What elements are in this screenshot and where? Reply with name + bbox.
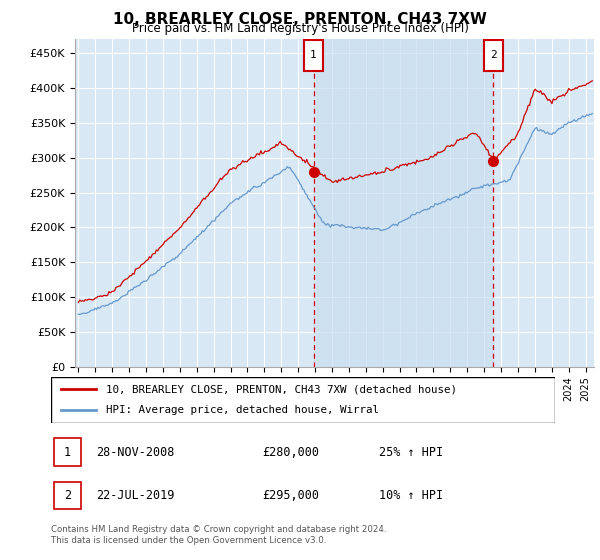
Text: 22-JUL-2019: 22-JUL-2019 <box>97 489 175 502</box>
FancyBboxPatch shape <box>304 40 323 71</box>
FancyBboxPatch shape <box>484 40 503 71</box>
Text: 2: 2 <box>64 489 71 502</box>
FancyBboxPatch shape <box>51 377 555 423</box>
Text: Price paid vs. HM Land Registry's House Price Index (HPI): Price paid vs. HM Land Registry's House … <box>131 22 469 35</box>
Text: £295,000: £295,000 <box>263 489 320 502</box>
FancyBboxPatch shape <box>53 438 81 466</box>
Bar <box>314 39 493 367</box>
Text: £280,000: £280,000 <box>263 446 320 459</box>
Text: 10, BREARLEY CLOSE, PRENTON, CH43 7XW (detached house): 10, BREARLEY CLOSE, PRENTON, CH43 7XW (d… <box>106 384 457 394</box>
FancyBboxPatch shape <box>53 482 81 510</box>
Text: 25% ↑ HPI: 25% ↑ HPI <box>379 446 443 459</box>
Text: 1: 1 <box>310 50 317 60</box>
Text: 2: 2 <box>490 50 497 60</box>
Text: HPI: Average price, detached house, Wirral: HPI: Average price, detached house, Wirr… <box>106 405 379 416</box>
Text: 10% ↑ HPI: 10% ↑ HPI <box>379 489 443 502</box>
Text: Contains HM Land Registry data © Crown copyright and database right 2024.
This d: Contains HM Land Registry data © Crown c… <box>51 525 386 545</box>
Text: 10, BREARLEY CLOSE, PRENTON, CH43 7XW: 10, BREARLEY CLOSE, PRENTON, CH43 7XW <box>113 12 487 27</box>
Text: 1: 1 <box>64 446 71 459</box>
Text: 28-NOV-2008: 28-NOV-2008 <box>97 446 175 459</box>
